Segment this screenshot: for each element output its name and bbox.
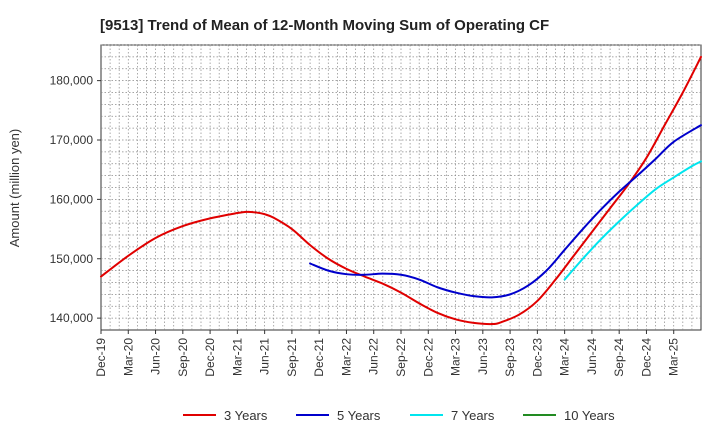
x-tick-label: Mar-21 (230, 338, 244, 376)
y-tick-label: 140,000 (50, 311, 94, 325)
x-tick-label: Mar-23 (449, 338, 463, 376)
x-tick-label: Mar-22 (339, 338, 353, 376)
x-tick-label: Sep-22 (394, 338, 408, 377)
x-tick-label: Dec-22 (421, 338, 435, 377)
y-tick-label: 170,000 (50, 133, 94, 147)
chart-title: [9513] Trend of Mean of 12-Month Moving … (100, 17, 549, 34)
legend-label-5-years: 5 Years (337, 408, 381, 423)
x-tick-label: Dec-24 (639, 338, 653, 377)
series-line-3-years (100, 55, 702, 326)
legend: 3 Years 5 Years 7 Years 10 Years (183, 408, 615, 423)
x-tick-label: Jun-20 (149, 338, 163, 375)
series-lines (100, 55, 702, 326)
x-tick-label: Dec-20 (203, 338, 217, 377)
x-tick-label: Mar-25 (667, 338, 681, 376)
legend-label-7-years: 7 Years (451, 408, 495, 423)
x-tick-label: Dec-19 (94, 338, 108, 377)
y-tick-label: 150,000 (50, 252, 94, 266)
x-tick-label: Dec-23 (530, 338, 544, 377)
y-axis: 140,000 150,000 160,000 170,000 180,000 (50, 74, 101, 325)
y-tick-label: 160,000 (50, 192, 94, 206)
y-axis-label: Amount (million yen) (7, 129, 22, 248)
legend-label-10-years: 10 Years (564, 408, 615, 423)
x-tick-label: Sep-21 (285, 338, 299, 377)
x-axis: Dec-19 Mar-20 Jun-20 Sep-20 Dec-20 Mar-21 Jun-… (94, 330, 681, 377)
series-line-5-years (309, 124, 702, 299)
series-line-7-years (563, 160, 702, 281)
x-tick-label: Sep-23 (503, 338, 517, 377)
x-tick-label: Sep-24 (612, 338, 626, 377)
x-tick-label: Mar-24 (558, 338, 572, 376)
x-tick-label: Jun-22 (367, 338, 381, 375)
x-tick-label: Dec-21 (312, 338, 326, 377)
x-tick-label: Mar-20 (121, 338, 135, 376)
y-tick-label: 180,000 (50, 74, 94, 88)
plot-area (100, 44, 702, 331)
x-tick-label: Jun-24 (585, 338, 599, 375)
x-tick-label: Sep-20 (176, 338, 190, 377)
x-tick-label: Jun-21 (258, 338, 272, 375)
x-tick-label: Jun-23 (476, 338, 490, 375)
legend-label-3-years: 3 Years (224, 408, 268, 423)
